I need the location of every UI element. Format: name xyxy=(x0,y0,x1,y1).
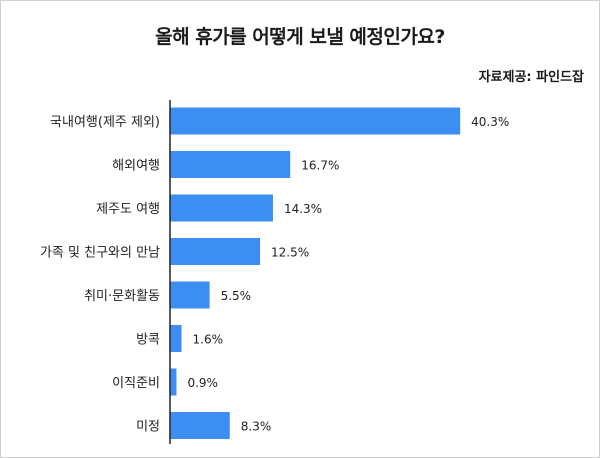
category-label: 해외여행 xyxy=(112,158,160,174)
chart-title: 올해 휴가를 어떻게 보낼 예정인가요? xyxy=(155,26,445,48)
category-label: 가족 및 친구와의 만남 xyxy=(40,246,160,261)
bar xyxy=(170,238,260,265)
value-label: 1.6% xyxy=(193,333,224,347)
value-label: 8.3% xyxy=(241,420,272,434)
bar xyxy=(170,151,291,178)
bar-group: 국내여행(제주 제외) 40.3% 해외여행 16.7% 제주도 여행 14.3% 가족 및… xyxy=(40,107,509,439)
category-label: 취미·문화활동 xyxy=(84,289,160,304)
bar xyxy=(170,412,230,439)
bar xyxy=(170,368,177,396)
value-label: 12.5% xyxy=(271,246,309,260)
source-note: 자료제공: 파인드잡 xyxy=(478,70,584,85)
category-label: 이직준비 xyxy=(112,376,160,391)
value-label: 14.3% xyxy=(284,202,322,216)
category-label: 방콕 xyxy=(136,333,160,348)
bar xyxy=(170,107,461,135)
category-label: 제주도 여행 xyxy=(96,201,160,217)
bar xyxy=(170,194,273,222)
value-label: 0.9% xyxy=(187,376,218,390)
bar xyxy=(170,281,210,309)
value-label: 16.7% xyxy=(301,159,339,173)
bar xyxy=(170,325,182,352)
category-label: 미정 xyxy=(136,420,160,435)
value-label: 5.5% xyxy=(221,289,252,303)
value-label: 40.3% xyxy=(471,115,509,129)
category-label: 국내여행(제주 제외) xyxy=(50,114,160,130)
